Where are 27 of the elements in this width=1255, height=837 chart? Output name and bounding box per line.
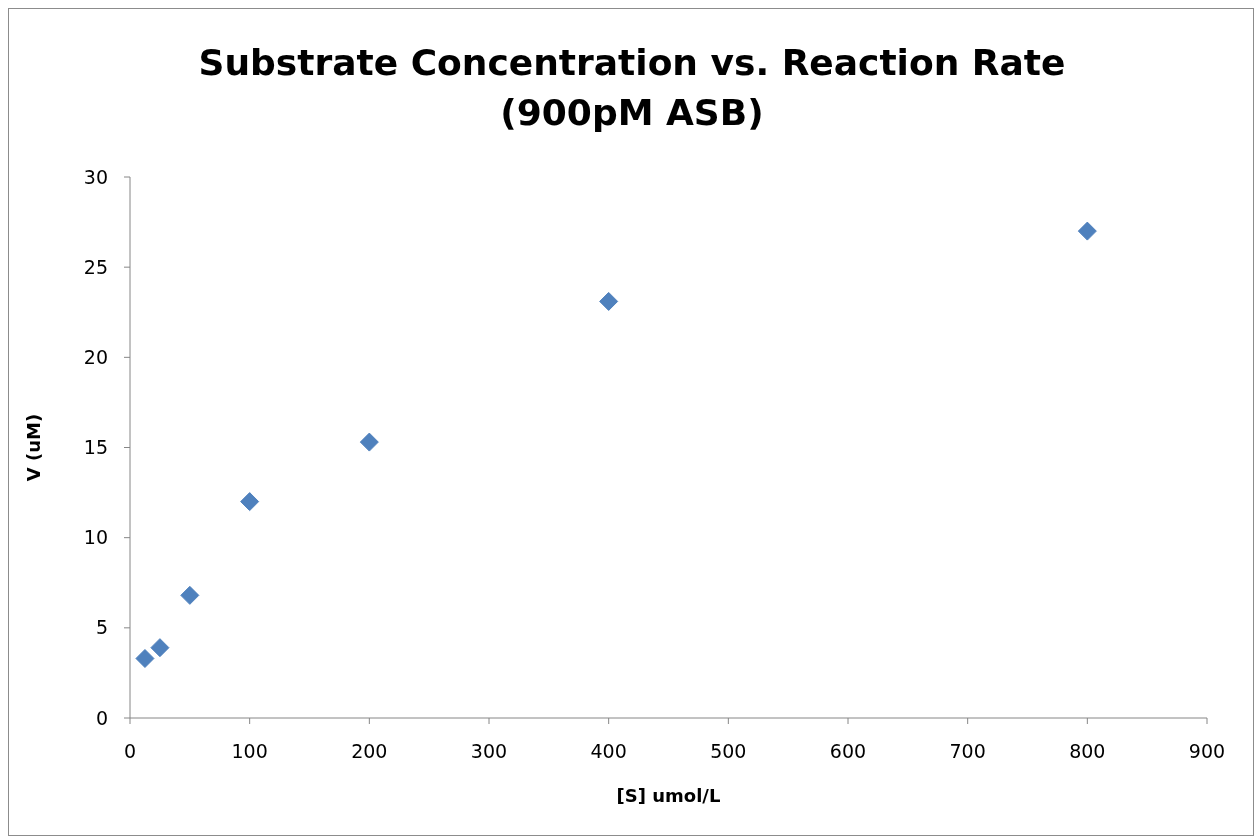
y-tick-label: 10 xyxy=(83,526,108,549)
point xyxy=(240,492,260,512)
point xyxy=(1077,221,1097,241)
x-tick-label: 900 xyxy=(1188,740,1226,762)
point xyxy=(180,585,200,605)
point xyxy=(150,638,170,658)
x-tick-label: 500 xyxy=(710,740,747,762)
x-tick-label: 200 xyxy=(351,740,388,762)
point xyxy=(359,432,379,452)
y-tick-label: 15 xyxy=(83,436,108,459)
y-tick-label: 25 xyxy=(83,255,108,278)
x-tick-label: 100 xyxy=(231,740,268,762)
x-tick-label: 800 xyxy=(1069,740,1106,762)
y-tick-label: 30 xyxy=(83,165,108,188)
point xyxy=(599,291,619,311)
chart-title: Substrate Concentration vs. Reaction Rate (900pM ASB) xyxy=(198,42,1066,133)
x-tick-label: 0 xyxy=(123,740,137,762)
x-tick-label: 600 xyxy=(829,740,867,762)
y-tick-label: 5 xyxy=(95,616,108,639)
y-axis-title: V (uM) xyxy=(23,413,44,482)
y-tick-label: 0 xyxy=(95,706,108,729)
y-tick-label: 20 xyxy=(83,345,108,368)
x-axis-title: [S] umol/L xyxy=(616,785,721,806)
x-tick-label: 300 xyxy=(470,740,508,762)
point xyxy=(135,648,155,668)
x-tick-label: 700 xyxy=(949,740,986,762)
x-tick-label: 400 xyxy=(590,740,627,762)
